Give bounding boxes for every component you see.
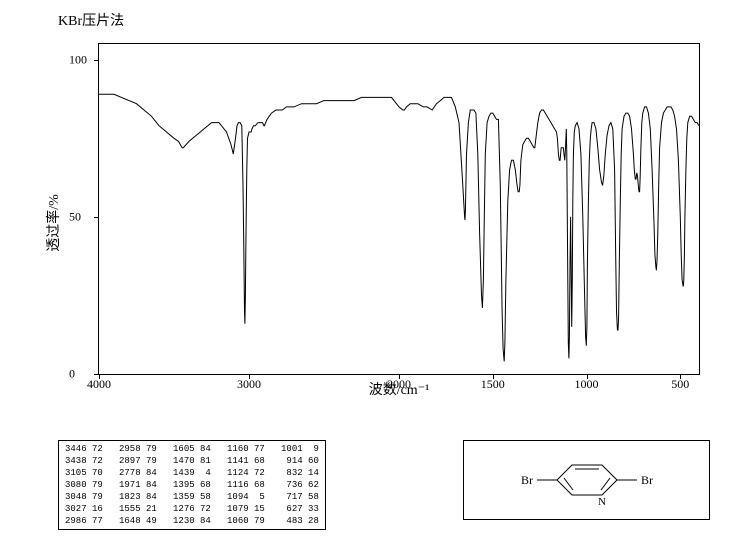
y-tick-label: 100	[69, 52, 87, 67]
ir-spectrum-chart: 透过率/% 波数/cm⁻¹ 40003000200015001000500050…	[58, 38, 708, 408]
x-tick-mark	[680, 374, 681, 379]
spectrum-line	[99, 44, 699, 374]
x-tick-mark	[249, 374, 250, 379]
y-tick-mark	[94, 60, 99, 61]
x-tick-label: 1500	[481, 377, 505, 392]
x-tick-mark	[99, 374, 100, 379]
n-label: N	[598, 496, 606, 508]
x-tick-label: 3000	[237, 377, 261, 392]
peak-table: 3446 72 2958 79 1605 84 1160 77 1001 9 3…	[58, 440, 326, 530]
chart-title: KBr压片法	[58, 10, 124, 30]
structure-box: Br Br N	[463, 440, 710, 520]
molecule-structure: Br Br N	[497, 450, 677, 510]
x-tick-label: 1000	[575, 377, 599, 392]
x-tick-mark	[493, 374, 494, 379]
y-tick-label: 0	[69, 367, 75, 382]
bottom-panel: 3446 72 2958 79 1605 84 1160 77 1001 9 3…	[58, 440, 708, 530]
x-tick-label: 4000	[87, 377, 111, 392]
x-tick-label: 500	[671, 377, 689, 392]
x-tick-mark	[587, 374, 588, 379]
y-tick-label: 50	[69, 209, 81, 224]
br-right-label: Br	[641, 473, 653, 487]
x-tick-mark	[399, 374, 400, 379]
y-axis-label: 透过率/%	[43, 194, 63, 252]
y-tick-mark	[94, 217, 99, 218]
x-tick-label: 2000	[387, 377, 411, 392]
y-tick-mark	[94, 374, 99, 375]
plot-area: 波数/cm⁻¹ 40003000200015001000500050100	[98, 43, 700, 375]
br-left-label: Br	[521, 473, 533, 487]
